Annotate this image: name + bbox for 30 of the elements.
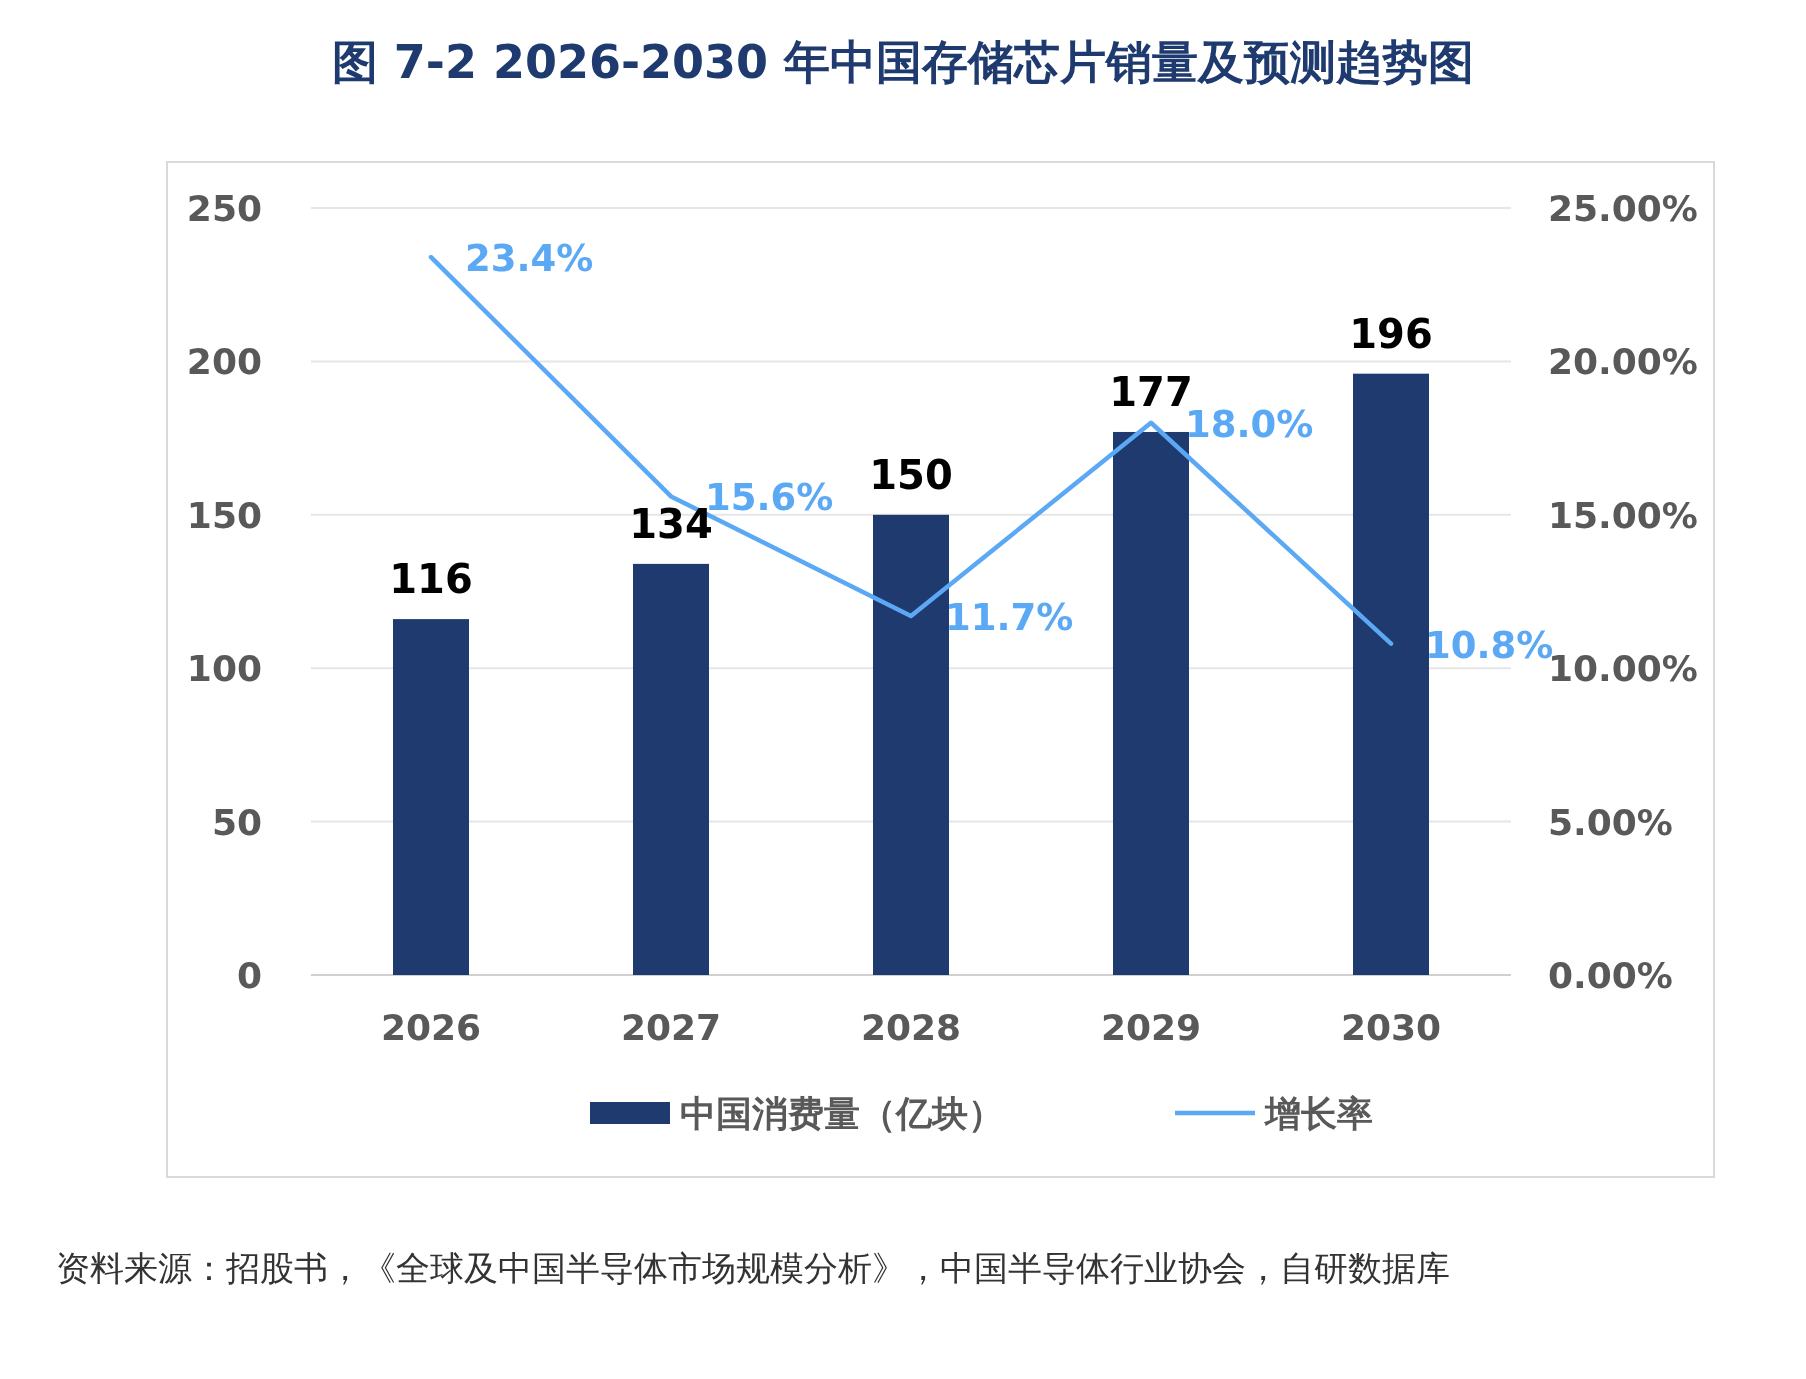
- data-label: 196: [1349, 310, 1433, 357]
- bar: [1353, 373, 1429, 975]
- x-tick-label: 2030: [1340, 1007, 1442, 1048]
- data-label: 150: [869, 451, 953, 498]
- y-tick-label: 250: [186, 188, 262, 229]
- bar: [1113, 431, 1189, 975]
- y2-tick-label: 0.00%: [1548, 955, 1673, 996]
- chart-title: 图 7-2 2026-2030 年中国存储芯片销量及预测趋势图: [331, 35, 1475, 89]
- data-label: 23.4%: [465, 237, 594, 281]
- legend-label: 中国消费量（亿块）: [680, 1093, 1004, 1134]
- x-tick-label: 2027: [620, 1007, 722, 1048]
- data-label: 11.7%: [945, 596, 1074, 640]
- bar: [393, 619, 469, 975]
- bar: [873, 514, 949, 975]
- data-label: 116: [389, 556, 473, 603]
- x-tick-label: 2029: [1100, 1007, 1202, 1048]
- text: 资料来源：招股书，《全球及中国半导体市场规模分析》，中国半导体行业协会，自研数据库: [56, 1248, 1450, 1288]
- y2-tick-label: 20.00%: [1548, 341, 1698, 383]
- x-tick-label: 2026: [380, 1007, 482, 1048]
- y-tick-label: 50: [211, 801, 262, 843]
- y2-tick-label: 5.00%: [1548, 801, 1673, 843]
- y-tick-label: 0: [236, 955, 262, 996]
- y2-tick-label: 25.00%: [1548, 188, 1698, 229]
- y-tick-label: 200: [186, 341, 262, 383]
- bar: [633, 563, 709, 975]
- y-tick-label: 150: [186, 494, 262, 536]
- legend-label: 增长率: [1263, 1093, 1373, 1134]
- y2-tick-label: 15.00%: [1548, 494, 1698, 536]
- y-tick-label: 100: [186, 648, 262, 690]
- x-tick-label: 2028: [860, 1007, 962, 1048]
